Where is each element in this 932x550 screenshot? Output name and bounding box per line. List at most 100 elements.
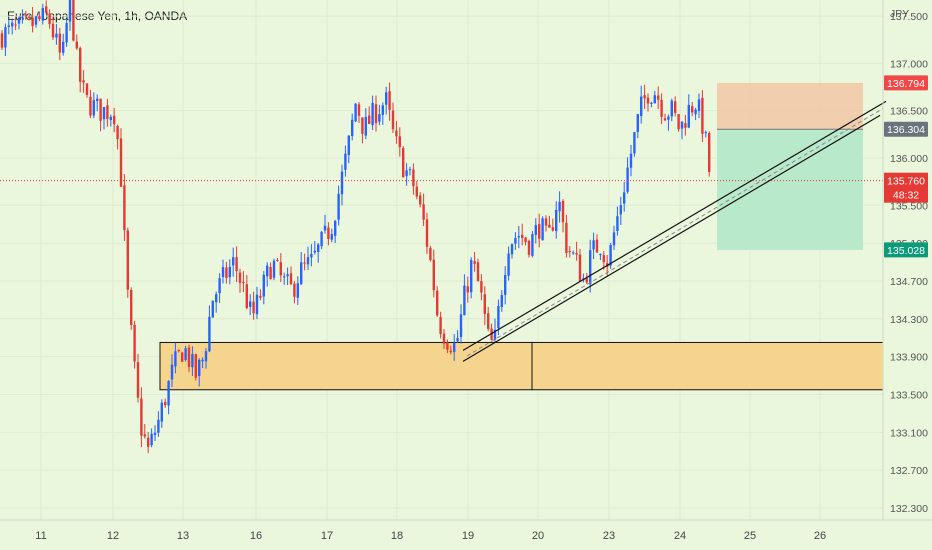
candle-body xyxy=(378,114,381,122)
candle-body xyxy=(204,351,208,362)
take-profit-zone[interactable] xyxy=(717,129,863,250)
candle-body xyxy=(531,234,534,256)
candle-body xyxy=(55,33,58,38)
candle-body xyxy=(527,240,531,255)
candle-body xyxy=(174,351,177,367)
candle-body xyxy=(629,153,633,168)
candle-body xyxy=(177,349,180,352)
candle-body xyxy=(459,314,463,338)
candle-body xyxy=(327,227,330,240)
candle-body xyxy=(575,253,578,255)
x-tick-label: 17 xyxy=(321,530,333,542)
candle-body xyxy=(595,239,599,253)
candle-body xyxy=(646,97,650,104)
candle-body xyxy=(262,274,265,297)
candle-body xyxy=(14,24,17,26)
candle-body xyxy=(221,267,225,278)
candle-body xyxy=(674,101,677,113)
trendline-layer xyxy=(0,100,887,362)
trendline-upper[interactable] xyxy=(462,100,887,351)
candle-body xyxy=(609,244,612,266)
candle-body xyxy=(650,102,653,104)
y-tick-label: 136.000 xyxy=(890,153,928,165)
candle-body xyxy=(113,115,116,125)
candle-body xyxy=(578,254,582,282)
candle-body xyxy=(11,22,14,27)
time-axis[interactable]: 11 12 13 16 17 18 19 20 23 24 25 26 xyxy=(35,530,826,542)
x-tick-label: 11 xyxy=(35,530,46,542)
candle-body xyxy=(653,95,656,104)
candle-body xyxy=(473,261,476,264)
candle-body xyxy=(456,337,459,342)
candle-body xyxy=(684,123,687,128)
candle-body xyxy=(391,110,395,130)
candle-body xyxy=(41,7,44,21)
candle-body xyxy=(633,132,636,154)
candle-body xyxy=(259,295,262,298)
candle-body xyxy=(381,105,384,115)
stop-loss-zone[interactable] xyxy=(717,82,863,130)
target-price-badge: 135.028 xyxy=(887,245,925,257)
candle-body xyxy=(194,354,197,378)
demand-zone-extension xyxy=(531,341,884,391)
countdown-badge: 48:32 xyxy=(893,190,919,202)
x-tick-label: 26 xyxy=(814,530,826,542)
candle-body xyxy=(160,402,163,422)
candle-body xyxy=(463,285,466,316)
trendline-lower[interactable] xyxy=(462,114,881,362)
candle-body xyxy=(534,225,537,235)
candle-body xyxy=(38,16,41,19)
candle-body xyxy=(704,132,707,134)
candle-body xyxy=(7,25,10,28)
candle-body xyxy=(313,250,316,253)
candle-body xyxy=(136,362,140,398)
candle-body xyxy=(157,419,160,433)
y-tick-label: 136.500 xyxy=(890,106,928,118)
entry-price-badge: 136.304 xyxy=(887,124,925,136)
candle-body xyxy=(449,350,452,353)
candle-body xyxy=(368,115,371,124)
candle-body xyxy=(357,104,361,116)
candle-body xyxy=(320,231,323,247)
candle-body xyxy=(643,95,646,99)
candle-body xyxy=(89,96,92,116)
current-price-badge: 135.760 xyxy=(887,176,925,188)
candle-body xyxy=(364,116,367,136)
candle-body xyxy=(170,364,174,380)
candle-body xyxy=(616,216,619,231)
candle-body xyxy=(310,253,313,258)
candle-body xyxy=(388,91,391,110)
candle-body xyxy=(303,262,306,264)
candle-body xyxy=(565,222,568,253)
candle-body xyxy=(694,109,697,115)
candle-body xyxy=(245,284,248,309)
candle-body xyxy=(412,169,415,187)
candle-body xyxy=(119,138,123,187)
candle-body xyxy=(228,266,231,278)
candle-body xyxy=(293,283,296,297)
candle-body xyxy=(92,100,95,116)
price-axis[interactable]: JPY 132.300 132.700 133.100 133.500 133.900 1… xyxy=(890,0,928,515)
entry-price-badge-bg xyxy=(884,121,928,137)
currency-label: JPY xyxy=(890,8,909,20)
target-price-badge-bg xyxy=(884,242,928,258)
candle-body xyxy=(225,267,228,279)
y-tick-label: 133.500 xyxy=(890,389,928,401)
candle-body xyxy=(544,218,548,226)
candle-body xyxy=(296,283,299,298)
grid xyxy=(0,0,883,520)
candle-body xyxy=(143,434,146,437)
candle-body xyxy=(561,200,565,223)
candle-body xyxy=(589,250,592,285)
candle-body xyxy=(497,306,500,329)
candle-body xyxy=(167,381,170,406)
candle-body xyxy=(201,359,204,362)
candle-body xyxy=(351,119,354,137)
candle-body xyxy=(45,6,48,13)
candle-body xyxy=(28,16,31,18)
candle-body xyxy=(663,118,667,121)
y-tick-label: 135.500 xyxy=(890,200,928,212)
candle-body xyxy=(701,97,704,134)
y-tick-label: 132.300 xyxy=(890,503,928,515)
